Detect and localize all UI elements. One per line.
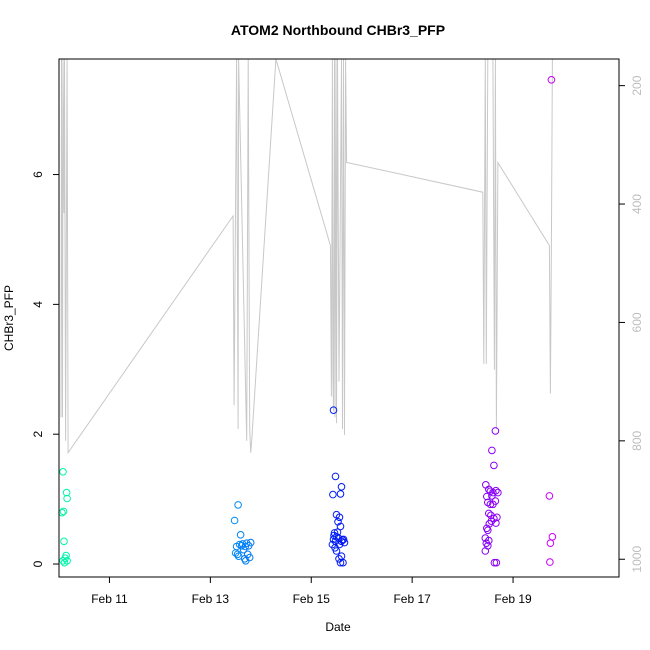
- y2-axis: 200 400 600 800 1000: [619, 75, 644, 573]
- data-point: [241, 542, 249, 551]
- chart-title: ATOM2 Northbound CHBr3_PFP: [231, 22, 445, 38]
- data-point: [487, 517, 496, 526]
- x-tick-label: Feb 13: [192, 592, 230, 606]
- data-point: [245, 553, 254, 562]
- data-point: [494, 488, 502, 497]
- data-point: [491, 427, 500, 435]
- data-point: [490, 558, 499, 567]
- data-point: [332, 533, 341, 541]
- y-tick-label: 4: [31, 301, 45, 308]
- y2-tick-label: 200: [630, 75, 644, 95]
- data-point: [236, 531, 245, 539]
- data-point: [491, 497, 500, 505]
- data-point: [485, 509, 493, 518]
- data-point: [331, 472, 340, 481]
- y-axis: 0 2 4 6: [31, 171, 59, 567]
- x-tick-label: Feb 19: [494, 592, 532, 606]
- data-points: [58, 76, 557, 567]
- data-point: [488, 446, 496, 455]
- data-point: [339, 558, 347, 567]
- y2-tick-label: 600: [630, 312, 644, 332]
- data-point: [335, 513, 344, 522]
- data-point: [230, 516, 239, 525]
- data-point: [59, 507, 68, 516]
- data-point: [63, 494, 71, 503]
- data-point: [340, 538, 349, 547]
- x-axis-label: Date: [325, 620, 351, 634]
- data-point: [63, 557, 71, 565]
- y2-tick-label: 800: [630, 431, 644, 451]
- data-point: [493, 513, 501, 522]
- data-point: [546, 558, 554, 566]
- data-point: [329, 406, 338, 415]
- data-point: [483, 492, 491, 501]
- y-tick-label: 6: [31, 171, 45, 178]
- overlay-line: [60, 58, 553, 455]
- y-tick-label: 2: [31, 431, 45, 438]
- data-point: [333, 528, 342, 537]
- data-point: [59, 468, 67, 476]
- data-point: [60, 537, 68, 546]
- data-point: [329, 490, 337, 499]
- data-point: [492, 519, 500, 527]
- data-point: [62, 551, 70, 560]
- data-point: [331, 544, 339, 552]
- data-point: [546, 539, 555, 548]
- data-point: [234, 552, 243, 561]
- y-axis-label: CHBr3_PFP: [2, 285, 16, 351]
- data-point: [336, 522, 345, 531]
- data-point: [335, 555, 343, 563]
- data-point: [339, 535, 348, 544]
- x-tick-label: Feb 15: [293, 592, 331, 606]
- data-point: [337, 483, 346, 491]
- overlay-line-series: [60, 58, 553, 455]
- data-point: [246, 538, 255, 547]
- data-point: [490, 461, 498, 470]
- data-point: [492, 486, 500, 495]
- data-point: [547, 76, 556, 84]
- data-point: [334, 518, 342, 526]
- data-point: [336, 490, 345, 498]
- data-point: [492, 558, 501, 567]
- data-point: [62, 488, 71, 497]
- x-axis: Feb 11 Feb 13 Feb 15 Feb 17 Feb 19: [91, 577, 532, 606]
- data-point: [545, 492, 554, 500]
- data-point: [481, 547, 490, 555]
- data-point: [485, 536, 493, 545]
- x-tick-label: Feb 17: [393, 592, 431, 606]
- data-point: [330, 529, 339, 537]
- y2-tick-label: 400: [630, 194, 644, 214]
- data-point: [234, 501, 242, 509]
- data-point: [484, 526, 492, 535]
- y2-tick-label: 1000: [630, 546, 644, 573]
- data-point: [488, 492, 496, 500]
- data-point: [548, 533, 557, 541]
- x-tick-label: Feb 11: [91, 592, 128, 606]
- plot-frame: [58, 58, 620, 578]
- y-tick-label: 0: [31, 560, 45, 567]
